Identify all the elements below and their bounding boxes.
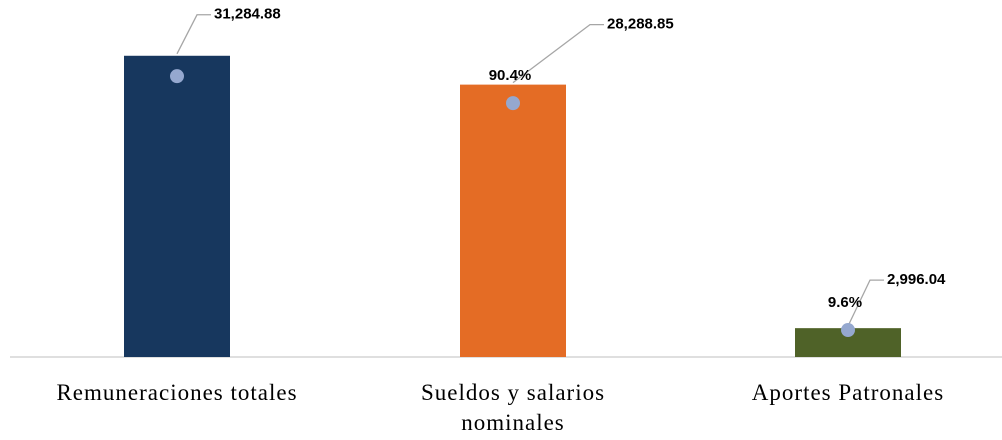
x-tick-label: Sueldos y salarios nominales: [420, 380, 606, 435]
leader-line: [512, 23, 604, 84]
value-label: 2,996.04: [887, 271, 946, 288]
percent-label: 9.6%: [828, 294, 862, 311]
percent-label: 90.4%: [489, 67, 532, 84]
marker: [506, 96, 520, 111]
leader-line: [847, 279, 884, 327]
bar: [460, 84, 566, 358]
marker: [841, 323, 855, 338]
x-tick-label: Remuneraciones totales: [56, 380, 298, 405]
marker: [170, 69, 184, 84]
value-label: 31,284.88: [214, 6, 281, 23]
leader-line: [176, 14, 211, 55]
value-label: 28,288.85: [607, 16, 674, 33]
bar: [124, 55, 230, 357]
x-tick-label: Aportes Patronales: [751, 380, 945, 405]
